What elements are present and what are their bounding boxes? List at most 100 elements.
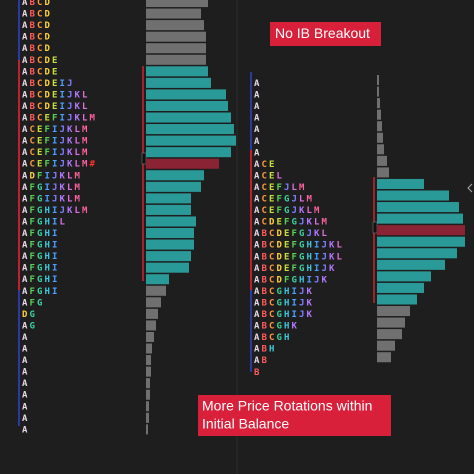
volume-bar xyxy=(377,202,459,213)
volume-bar xyxy=(146,239,194,250)
volume-bar xyxy=(146,112,231,123)
annotation-box xyxy=(198,395,391,436)
volume-bar xyxy=(377,98,380,109)
volume-bar xyxy=(146,43,206,54)
volume-bar xyxy=(146,389,150,400)
tpo-row: A xyxy=(254,125,260,135)
volume-bar xyxy=(146,262,189,273)
volume-bar xyxy=(146,204,191,215)
volume-bar xyxy=(146,274,169,285)
volume-bar xyxy=(146,228,194,239)
volume-bar xyxy=(377,329,402,340)
volume-bar xyxy=(377,306,410,317)
volume-bar xyxy=(377,213,463,224)
volume-bar xyxy=(146,147,231,158)
poc-marker xyxy=(372,221,378,234)
volume-bar xyxy=(377,132,383,143)
tpo-row: A xyxy=(254,102,260,112)
tpo-row: A xyxy=(254,90,260,100)
volume-bar xyxy=(377,178,424,189)
tpo-row: A xyxy=(22,402,28,412)
annotation: More Price Rotations within xyxy=(202,398,372,414)
tpo-row: A xyxy=(22,379,28,389)
volume-bar xyxy=(146,193,191,204)
volume-bar xyxy=(377,167,389,178)
volume-bar xyxy=(146,89,226,100)
volume-bar xyxy=(377,155,387,166)
volume-bar xyxy=(377,271,431,282)
volume-bar xyxy=(377,75,379,86)
volume-bar xyxy=(146,100,228,111)
tpo-row: B xyxy=(254,367,260,377)
volume-bar xyxy=(377,144,384,155)
volume-bar xyxy=(377,236,465,247)
volume-bar xyxy=(146,54,206,65)
volume-bar xyxy=(146,424,148,435)
volume-bar xyxy=(146,181,201,192)
volume-bar xyxy=(377,225,465,236)
scroll-arrow xyxy=(467,183,473,193)
tpo-row: A xyxy=(22,413,28,423)
poc-marker xyxy=(141,152,147,165)
volume-bar xyxy=(377,109,381,120)
tpo-row: A C E F I J K L M # xyxy=(22,159,96,169)
volume-bar xyxy=(377,282,424,293)
volume-bar xyxy=(146,251,191,262)
volume-bar xyxy=(146,20,204,31)
volume-bar xyxy=(377,190,449,201)
volume-bar xyxy=(146,401,149,412)
annotation: No IB Breakout xyxy=(275,25,370,41)
annotation: Initial Balance xyxy=(202,416,289,432)
tpo-row: A xyxy=(254,113,260,123)
volume-bar xyxy=(146,216,196,227)
volume-bar xyxy=(146,158,219,169)
volume-bar xyxy=(146,77,211,88)
volume-bar xyxy=(146,297,161,308)
volume-bar xyxy=(146,0,208,8)
volume-bar xyxy=(146,8,201,19)
volume-bar xyxy=(146,378,150,389)
tpo-row: A xyxy=(22,425,28,435)
volume-bar xyxy=(377,248,457,259)
volume-bar xyxy=(146,135,236,146)
volume-bar xyxy=(377,294,417,305)
tpo-row: A xyxy=(254,136,260,146)
tpo-row: A xyxy=(254,148,260,158)
profiles: A B C DA B C DA B C DA B C DA B C DA B C D EA B C D EA B C D E I JA B C… xyxy=(22,0,465,435)
tpo-row: A xyxy=(22,367,28,377)
